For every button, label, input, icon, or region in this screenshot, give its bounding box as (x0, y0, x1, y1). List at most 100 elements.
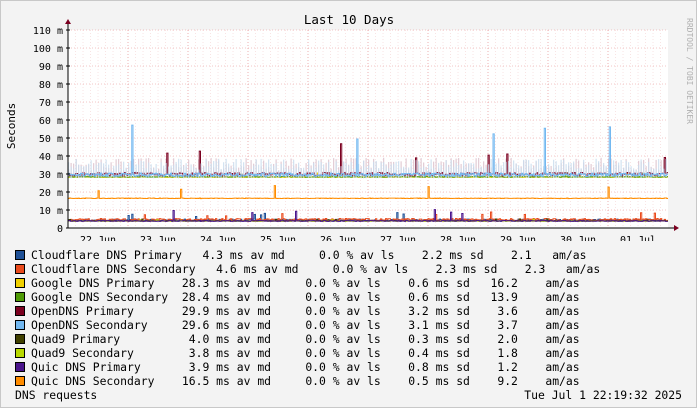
smoke-band (378, 168, 380, 179)
smoke-band (93, 169, 95, 177)
smoke-band (250, 160, 252, 178)
legend-series-name: Google DNS Primary (31, 276, 155, 290)
smoke-band (553, 159, 555, 178)
y-tick-label: 70 m (39, 98, 63, 109)
smoke-band (353, 158, 355, 178)
smoke-band (465, 167, 467, 177)
legend-series-name: Quic DNS Primary (31, 360, 141, 374)
smoke-band (140, 160, 142, 178)
smoke-band (305, 170, 307, 177)
smoke-band (608, 158, 610, 176)
smoke-band (480, 166, 482, 177)
x-tick-label: 29 Jun (500, 235, 536, 241)
smoke-band (115, 165, 117, 178)
smoke-band (475, 168, 477, 178)
smoke-band (285, 167, 287, 178)
smoke-band (263, 168, 265, 176)
smoke-band (373, 161, 375, 177)
smoke-band (310, 168, 312, 178)
smoke-band (658, 159, 660, 177)
legend-row: Quad9 Secondary 3.8 ms av md 0.0 % av ls… (15, 346, 580, 360)
smoke-band (343, 161, 345, 178)
smoke-band (258, 164, 260, 177)
smoke-band (463, 160, 465, 179)
legend-swatch (15, 278, 25, 288)
smoke-band (123, 161, 125, 177)
smoke-band (185, 163, 187, 178)
smoke-band (85, 166, 87, 176)
legend-series-stats: 3.8 ms av md 0.0 % av ls 0.4 ms sd 1.8 a… (133, 346, 580, 360)
legend-series-stats: 16.5 ms av md 0.0 % av ls 0.5 ms sd 9.2 … (154, 374, 580, 388)
smoke-band (468, 163, 470, 176)
series-quic-dns-secondary (68, 185, 668, 200)
smoke-band (253, 165, 255, 178)
x-tick-label: 26 Jun (320, 235, 356, 241)
smoke-band (240, 159, 242, 178)
smoke-band (333, 158, 335, 176)
smoke-band (660, 166, 662, 177)
smoke-band (528, 160, 530, 178)
smoke-band (133, 165, 135, 177)
smoke-band (558, 165, 560, 178)
smoke-band (550, 170, 552, 178)
smoke-band (655, 159, 657, 176)
smoke-band (83, 166, 85, 178)
smoke-band (400, 167, 402, 177)
y-tick-label: 40 m (39, 152, 63, 163)
smoke-band (490, 158, 492, 177)
smoke-band (473, 163, 475, 178)
smoke-band (628, 162, 630, 176)
x-tick-label: 25 Jun (260, 235, 296, 241)
smoke-band (455, 162, 457, 178)
rrdtool-credit: RRDTOOL / TOBI OETIKER (685, 18, 694, 124)
smoke-band (395, 161, 397, 176)
legend-series-name: OpenDNS Primary (31, 304, 134, 318)
smoke-band (643, 163, 645, 177)
smoke-band (348, 165, 350, 176)
smoke-band (505, 161, 507, 178)
smoke-band (370, 168, 372, 178)
smoke-band (233, 162, 235, 178)
legend-swatch (15, 250, 25, 260)
smoke-band (170, 165, 172, 177)
smoke-band (495, 163, 497, 176)
smoke-band (230, 168, 232, 176)
smoke-band (500, 165, 502, 177)
smoke-band (653, 168, 655, 177)
legend-row: Quic DNS Primary 3.9 ms av md 0.0 % av l… (15, 360, 580, 374)
smoke-band (188, 170, 190, 179)
y-tick-label: 50 m (39, 134, 63, 145)
x-axis-arrow (674, 225, 679, 231)
smoke-band (420, 167, 422, 176)
smoke-band (485, 167, 487, 178)
smoke-band (255, 159, 257, 177)
smoke-band (448, 166, 450, 179)
smoke-band (470, 162, 472, 177)
series-quic-dns-primary (68, 209, 668, 222)
smoke-band (433, 167, 435, 179)
smoke-band (663, 168, 665, 177)
series-line (68, 185, 668, 200)
legend-row: OpenDNS Secondary 29.6 ms av md 0.0 % av… (15, 318, 580, 332)
smoke-band (148, 162, 150, 178)
smoke-band (413, 159, 415, 176)
x-tick-label: 24 Jun (200, 235, 236, 241)
smoke-band (503, 162, 505, 176)
smoke-band (648, 162, 650, 176)
smoke-band (493, 161, 495, 178)
legend-series-name: Quad9 Primary (31, 332, 121, 346)
x-tick-label: 28 Jun (440, 235, 476, 241)
smoke-band (268, 159, 270, 178)
legend-swatch (15, 348, 25, 358)
smoke-band (443, 170, 445, 177)
y-tick-label: 0 (57, 224, 63, 235)
smoke-band (210, 163, 212, 178)
smoke-band (113, 165, 115, 178)
legend-swatch (15, 292, 25, 302)
y-tick-label: 100 m (33, 44, 63, 55)
smoke-band (173, 164, 175, 177)
smoke-band (188, 159, 190, 178)
smoke-band (165, 162, 167, 177)
smoke-band (593, 169, 595, 176)
smoke-band (625, 160, 627, 179)
